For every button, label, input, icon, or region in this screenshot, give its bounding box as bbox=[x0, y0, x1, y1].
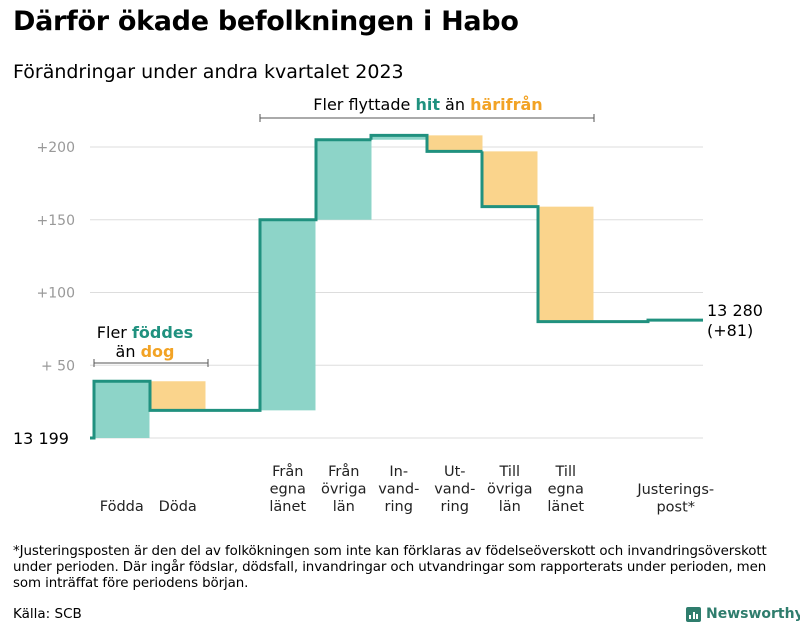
y-tick-label: +200 bbox=[37, 140, 75, 156]
logo-text: Newsworthy bbox=[706, 606, 800, 622]
end-value-label: 13 280 bbox=[707, 301, 763, 320]
x-category-label: vand- bbox=[378, 482, 419, 498]
x-category-label: Till bbox=[555, 464, 577, 480]
x-category-label: övriga bbox=[321, 482, 367, 498]
x-category-label: övriga bbox=[487, 482, 533, 498]
x-category-label: Födda bbox=[100, 499, 144, 515]
newsworthy-logo: Newsworthy bbox=[686, 604, 800, 624]
x-category-label: vand- bbox=[434, 482, 475, 498]
source-label: Källa: SCB bbox=[13, 606, 82, 622]
y-tick-label: +100 bbox=[37, 286, 75, 302]
waterfall-bar bbox=[427, 135, 483, 152]
waterfall-bar bbox=[538, 206, 594, 322]
x-category-label: Ut- bbox=[444, 464, 466, 480]
births-annotation-line1: Fler föddes bbox=[97, 323, 193, 342]
waterfall-bar bbox=[260, 219, 316, 411]
x-category-label: länet bbox=[269, 499, 306, 515]
x-category-label: Från bbox=[328, 463, 359, 480]
chart-logo-icon bbox=[686, 606, 701, 622]
x-category-label: län bbox=[333, 499, 355, 515]
x-category-label: länet bbox=[547, 499, 584, 515]
waterfall-bar bbox=[371, 135, 427, 140]
chart-subtitle: Förändringar under andra kvartalet 2023 bbox=[13, 61, 404, 83]
x-category-label: ring bbox=[385, 499, 413, 515]
footnote: *Justeringsposten är den del av folkökni… bbox=[13, 544, 767, 591]
base-value-label: 13 199 bbox=[13, 429, 69, 448]
waterfall-bar bbox=[316, 139, 372, 220]
waterfall-bar bbox=[482, 151, 538, 207]
waterfall-bar bbox=[150, 381, 206, 411]
waterfall-chart: +200+150+100+ 50 Födda DödaFrånegnalänetF… bbox=[13, 95, 763, 516]
x-category-label: egna bbox=[548, 482, 584, 498]
x-category-label: Justerings- bbox=[636, 482, 714, 498]
waterfall-step-line bbox=[90, 133, 703, 440]
x-category-label: post* bbox=[656, 500, 695, 516]
y-tick-label: +150 bbox=[37, 213, 75, 229]
end-value-label: (+81) bbox=[707, 321, 753, 340]
x-category-label: In- bbox=[389, 464, 408, 480]
x-category-label: Döda bbox=[159, 499, 197, 515]
x-category-label: Från bbox=[272, 463, 303, 480]
waterfall-bar bbox=[94, 381, 150, 438]
migration-annotation: Fler flyttade hit än härifrån bbox=[313, 95, 542, 114]
x-category-label: ring bbox=[441, 499, 469, 515]
births-annotation-line2: än dog bbox=[116, 342, 175, 361]
x-category-label: län bbox=[499, 499, 521, 515]
chart-title: Därför ökade befolkningen i Habo bbox=[13, 6, 519, 37]
x-category-label: egna bbox=[270, 482, 306, 498]
y-tick-label: + 50 bbox=[41, 358, 75, 374]
x-category-label: Till bbox=[499, 464, 521, 480]
